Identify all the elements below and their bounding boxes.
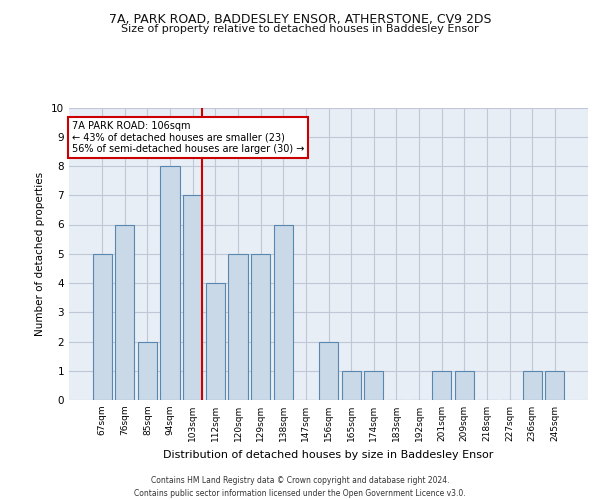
Bar: [206, 283, 225, 400]
Text: Size of property relative to detached houses in Baddesley Ensor: Size of property relative to detached ho…: [121, 24, 479, 34]
Bar: [138, 342, 157, 400]
Text: Contains HM Land Registry data © Crown copyright and database right 2024.
Contai: Contains HM Land Registry data © Crown c…: [134, 476, 466, 498]
X-axis label: Distribution of detached houses by size in Baddesley Ensor: Distribution of detached houses by size …: [163, 450, 494, 460]
Bar: [229, 254, 248, 400]
Bar: [455, 371, 474, 400]
Text: 7A, PARK ROAD, BADDESLEY ENSOR, ATHERSTONE, CV9 2DS: 7A, PARK ROAD, BADDESLEY ENSOR, ATHERSTO…: [109, 12, 491, 26]
Bar: [319, 342, 338, 400]
Bar: [92, 254, 112, 400]
Bar: [160, 166, 180, 400]
Bar: [341, 371, 361, 400]
Bar: [523, 371, 542, 400]
Bar: [251, 254, 270, 400]
Bar: [274, 224, 293, 400]
Bar: [432, 371, 451, 400]
Text: 7A PARK ROAD: 106sqm
← 43% of detached houses are smaller (23)
56% of semi-detac: 7A PARK ROAD: 106sqm ← 43% of detached h…: [71, 120, 304, 154]
Bar: [364, 371, 383, 400]
Bar: [183, 195, 202, 400]
Bar: [115, 224, 134, 400]
Bar: [545, 371, 565, 400]
Y-axis label: Number of detached properties: Number of detached properties: [35, 172, 46, 336]
